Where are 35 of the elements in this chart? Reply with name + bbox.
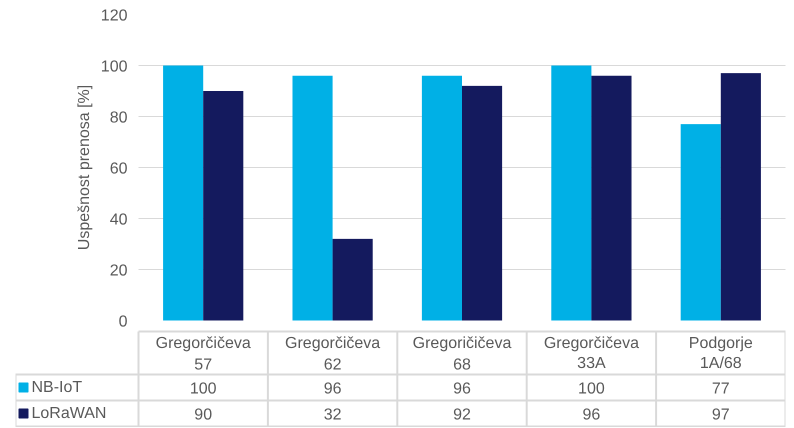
bar — [462, 86, 502, 320]
bar — [163, 66, 204, 320]
category-label: Gregorčičeva 62 — [285, 335, 380, 374]
y-tick-label: 100 — [100, 58, 128, 76]
y-tick-label: 20 — [110, 262, 128, 280]
bar — [680, 124, 721, 320]
category-label: Gregorčičeva 57 — [156, 335, 251, 374]
y-tick-label: 0 — [118, 314, 128, 330]
data-label: 32 — [324, 406, 342, 424]
data-label: 90 — [194, 406, 212, 424]
category-label: Gregorčičeva 33A — [544, 335, 639, 372]
data-label: 77 — [712, 380, 730, 398]
legend-label: LoRaWAN — [32, 405, 106, 422]
bar — [203, 91, 244, 320]
category-label: Gregoričičeva 68 — [412, 335, 512, 374]
legend-label: NB-IoT — [32, 379, 82, 396]
y-tick-label: 40 — [110, 212, 128, 228]
y-tick-label: 60 — [110, 160, 128, 178]
y-axis-title: Uspešnost prenosa [%] — [76, 84, 93, 250]
bar — [292, 76, 333, 320]
bar — [332, 238, 373, 320]
data-label: 92 — [453, 406, 471, 424]
category-label: Podgorje 1A/68 — [688, 335, 753, 372]
data-label: 96 — [582, 406, 600, 424]
data-label: 97 — [712, 406, 730, 424]
bar — [551, 66, 592, 320]
bar — [591, 76, 632, 320]
y-tick-label: 120 — [100, 8, 128, 24]
data-label: 96 — [453, 380, 471, 398]
data-label: 96 — [324, 380, 342, 398]
bar — [422, 76, 462, 320]
bar — [720, 73, 761, 320]
data-label: 100 — [190, 380, 217, 398]
data-label: 100 — [578, 380, 605, 398]
y-tick-label: 80 — [110, 110, 128, 126]
